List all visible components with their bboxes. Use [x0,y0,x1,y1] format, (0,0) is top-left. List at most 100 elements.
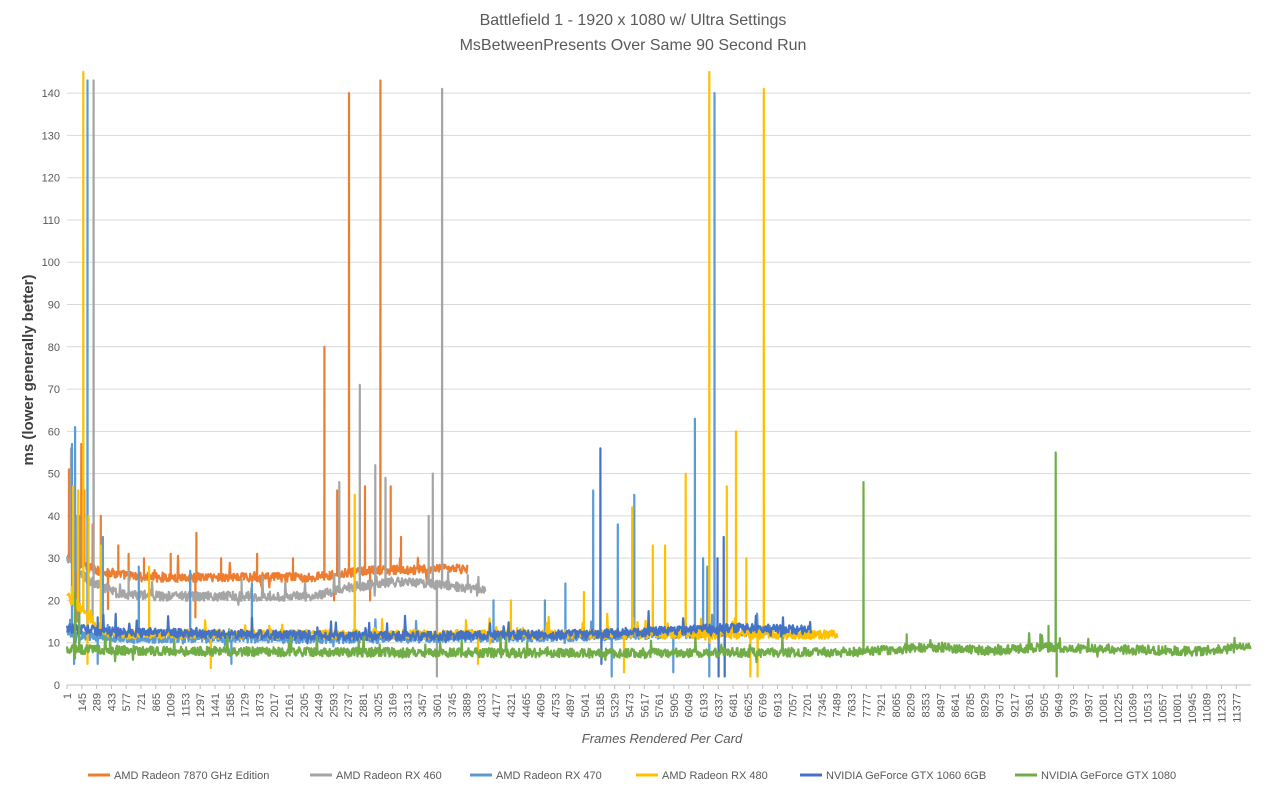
y-axis-label: ms (lower generally better) [20,275,37,466]
x-tick-label: 289 [92,693,104,711]
x-tick-label: 10657 [1157,693,1169,724]
chart-title: Battlefield 1 - 1920 x 1080 w/ Ultra Set… [480,12,787,29]
x-tick-label: 3601 [432,693,444,717]
series-line [66,79,469,623]
x-tick-label: 8353 [920,693,932,717]
x-tick-label: 4897 [565,693,577,717]
x-tick-label: 4033 [476,693,488,717]
x-tick-label: 1153 [180,693,192,717]
legend: AMD Radeon 7870 GHz Edition AMD Radeon RX… [88,770,1176,782]
x-tick-label: 2881 [358,693,370,717]
y-tick-label: 0 [54,680,60,692]
x-tick-label: 8065 [891,693,903,717]
y-tick-label: 130 [42,130,60,142]
x-tick-label: 7921 [876,693,888,717]
x-tick-label: 10081 [1098,693,1110,724]
x-tick-label: 6337 [713,693,725,717]
x-tick-label: 145 [77,693,89,711]
x-tick-label: 8209 [906,693,918,717]
y-tick-label: 20 [48,595,60,607]
x-tick-label: 1441 [210,693,222,717]
x-tick-label: 4321 [506,693,518,717]
x-tick-label: 4465 [521,693,533,717]
x-tick-label: 433 [106,693,118,711]
series-line [65,79,487,678]
x-tick-label: 2305 [299,693,311,717]
x-tick-label: 1 [62,693,74,699]
x-tick-label: 6769 [758,693,770,717]
series-line [65,447,812,678]
x-tick-label: 5185 [595,693,607,717]
y-tick-label: 120 [42,173,60,185]
x-tick-label: 4609 [536,693,548,717]
y-tick-label: 110 [42,215,60,227]
y-tick-label: 40 [48,511,60,523]
y-tick-label: 10 [48,638,60,650]
x-tick-label: 9649 [1054,693,1066,717]
x-tick-label: 10513 [1142,693,1154,724]
x-tick-label: 11233 [1217,693,1229,723]
series-line [65,451,1252,678]
x-tick-label: 5041 [580,693,592,717]
x-tick-label: 11089 [1202,693,1214,723]
y-tick-label: 70 [48,384,60,396]
x-tick-label: 6913 [772,693,784,717]
legend-label: NVIDIA GeForce GTX 1080 [1041,770,1176,782]
x-tick-label: 1009 [166,693,178,717]
y-tick-label: 60 [48,426,60,438]
x-tick-label: 10945 [1187,693,1199,724]
x-tick-label: 3313 [402,693,414,717]
x-tick-label: 10801 [1172,693,1184,724]
y-tick-label: 90 [48,300,60,312]
x-tick-label: 2737 [343,693,355,717]
chart-subtitle: MsBetweenPresents Over Same 90 Second Ru… [460,37,807,54]
x-tick-label: 2593 [328,693,340,717]
x-tick-label: 1585 [225,693,237,717]
x-tick-label: 9937 [1083,693,1095,717]
series-layer [65,70,1252,678]
x-tick-label: 1297 [195,693,207,717]
y-tick-label: 50 [48,469,60,481]
x-tick-label: 9361 [1024,693,1036,717]
x-tick-label: 721 [136,693,148,711]
x-axis-label: Frames Rendered Per Card [582,731,743,746]
y-tick-label: 140 [42,88,60,100]
x-tick-label: 6193 [698,693,710,717]
x-tick-label: 5905 [669,693,681,717]
legend-label: AMD Radeon RX 480 [662,770,768,782]
legend-label: AMD Radeon RX 460 [336,770,442,782]
x-tick-label: 4177 [491,693,503,717]
legend-label: AMD Radeon RX 470 [496,770,602,782]
x-tick-label: 1873 [254,693,266,717]
x-tick-label: 5761 [654,693,666,717]
x-tick-label: 7345 [817,693,829,717]
x-tick-label: 1729 [240,693,252,717]
x-tick-label: 10369 [1128,693,1140,724]
x-tick-label: 865 [151,693,163,711]
y-tick-label: 100 [42,257,60,269]
x-tick-label: 9217 [1009,693,1021,717]
x-tick-label: 3025 [373,693,385,717]
x-tick-label: 8929 [980,693,992,717]
x-tick-label: 6049 [684,693,696,717]
x-tick-label: 8497 [935,693,947,717]
x-tick-label: 7777 [861,693,873,717]
x-tick-label: 3169 [388,693,400,717]
x-tick-label: 3889 [462,693,474,717]
legend-label: NVIDIA GeForce GTX 1060 6GB [826,770,986,782]
gridlines [67,92,1251,686]
x-tick-label: 9793 [1068,693,1080,717]
x-tick-label: 5617 [639,693,651,717]
x-tick-label: 9505 [1039,693,1051,717]
x-tick-label: 2017 [269,693,281,717]
y-tick-label: 30 [48,553,60,565]
legend-label: AMD Radeon 7870 GHz Edition [114,770,269,782]
x-tick-label: 7201 [802,693,814,717]
x-tick-label: 3745 [447,693,459,717]
x-tick-label: 8641 [950,693,962,717]
x-tick-label: 5473 [624,693,636,717]
x-tick-label: 577 [121,693,133,711]
